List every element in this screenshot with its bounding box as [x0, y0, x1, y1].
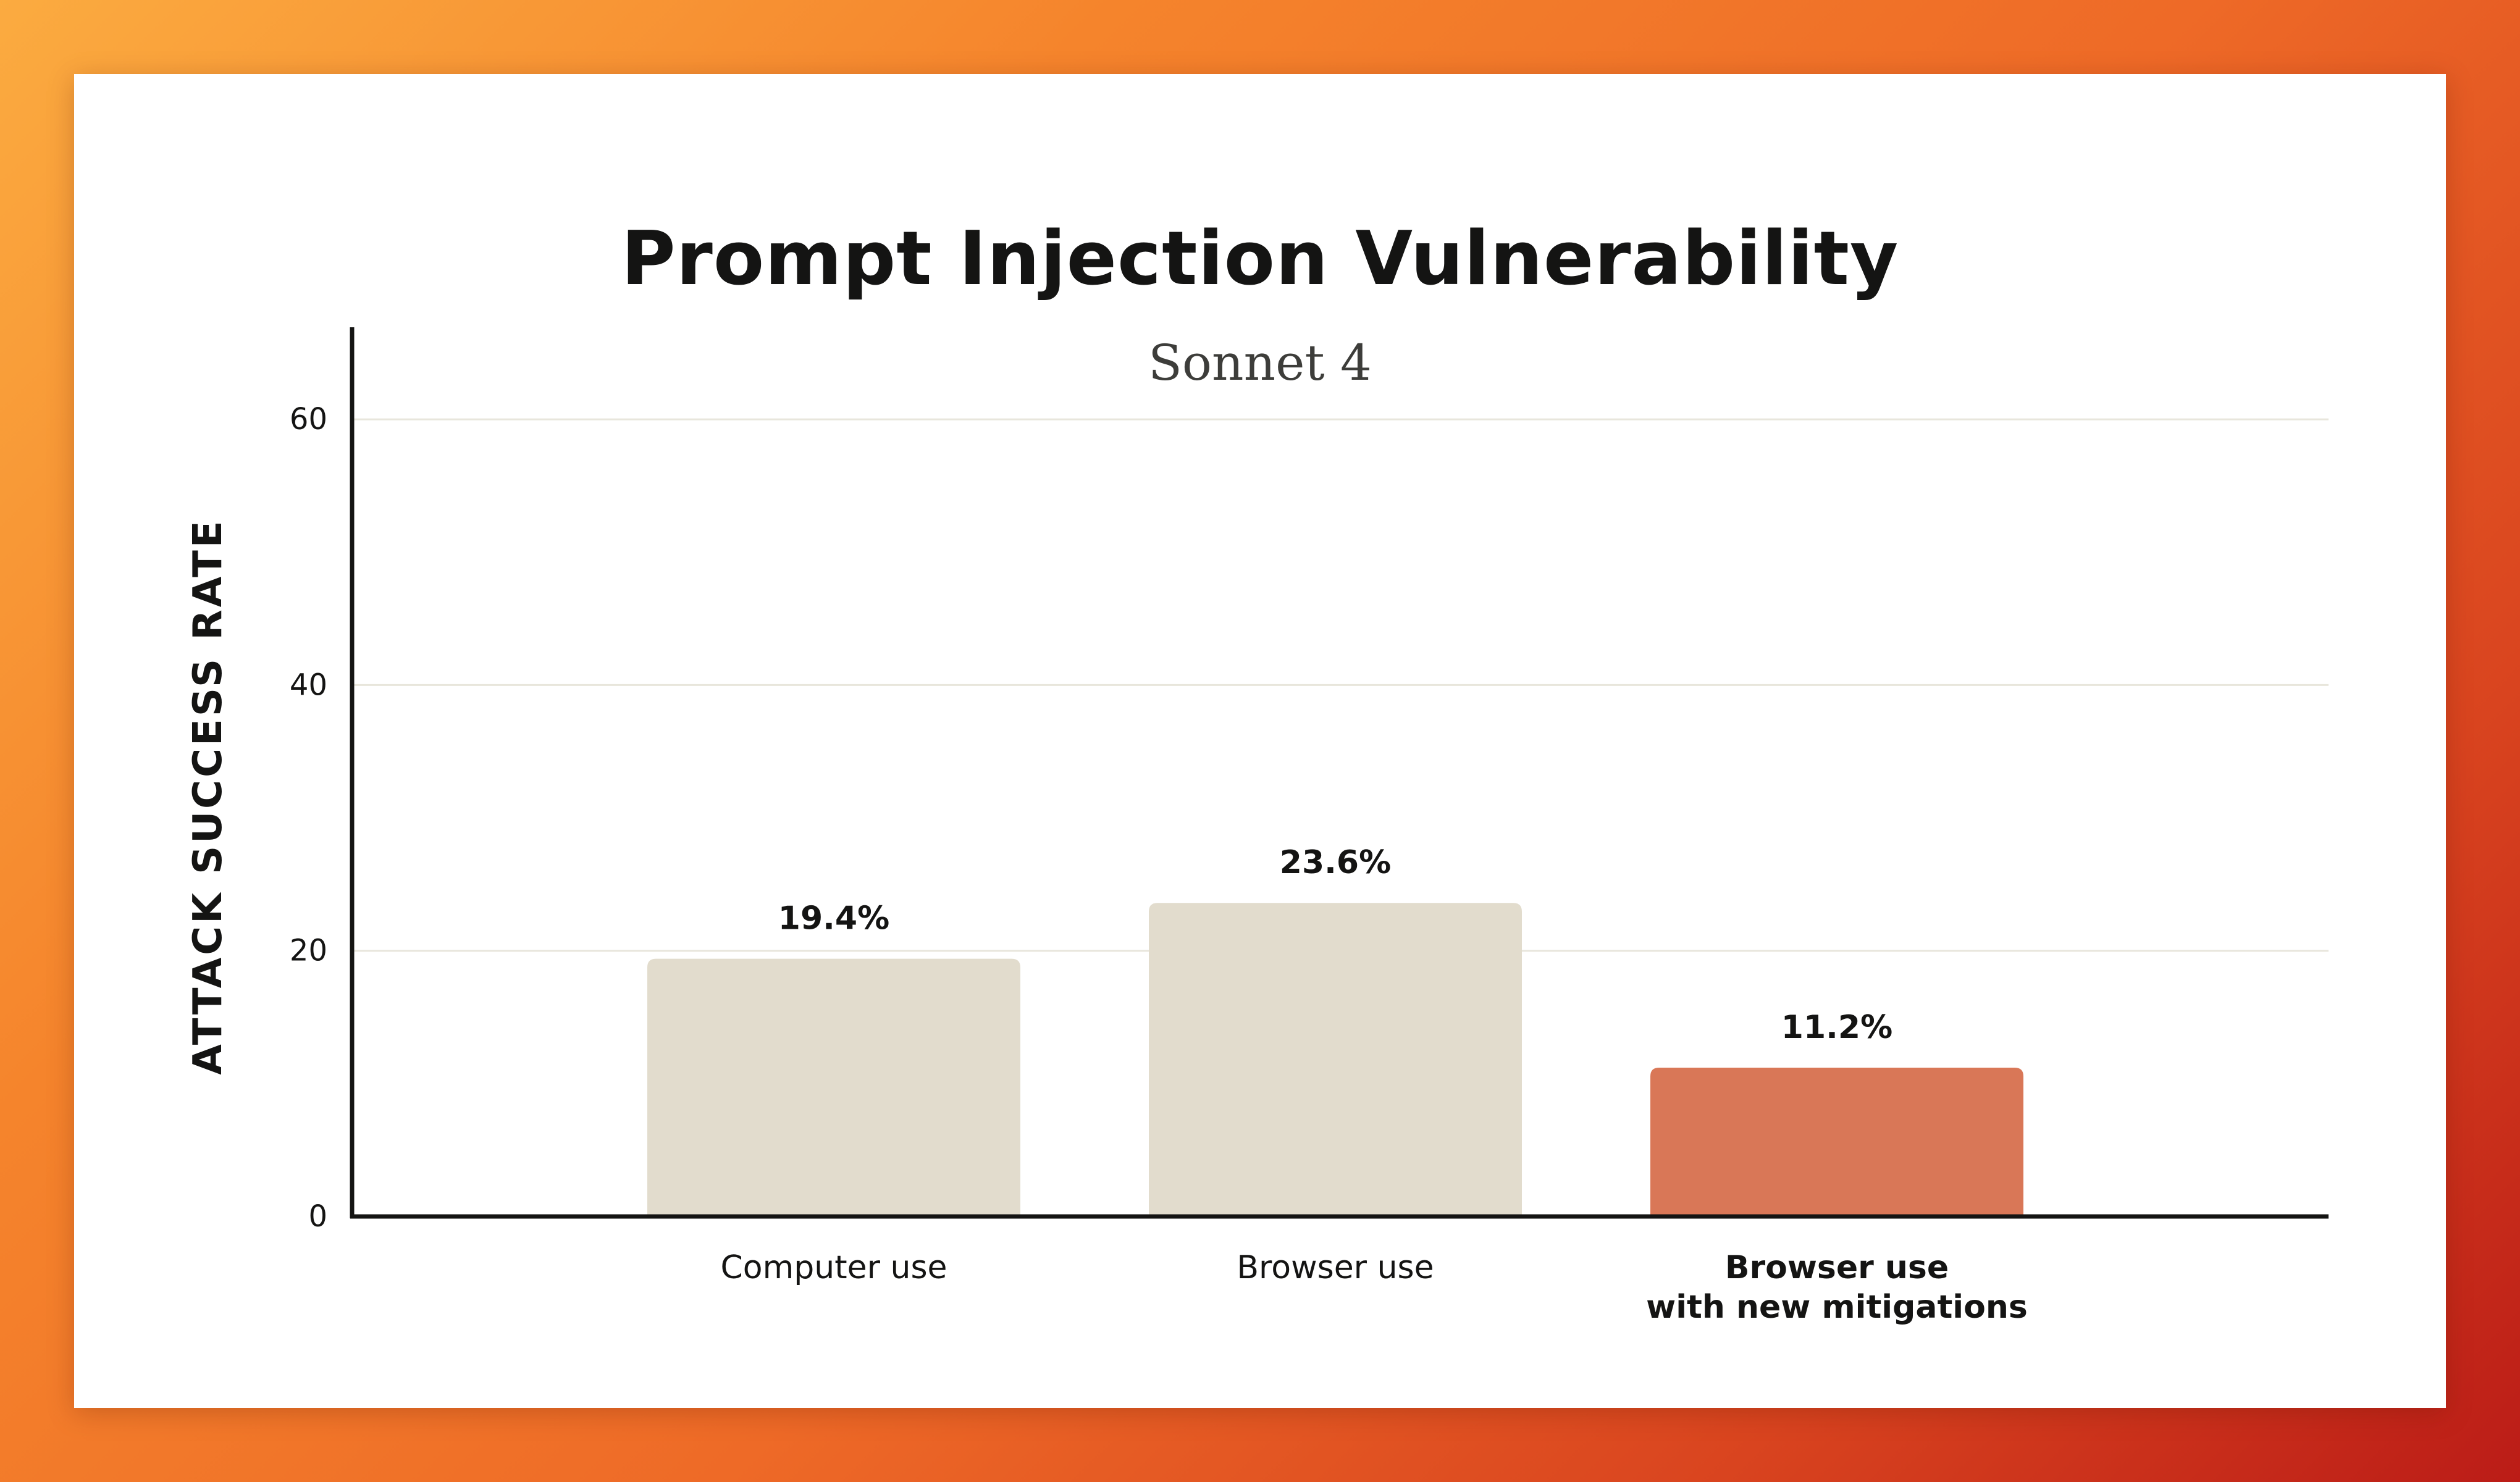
y-tick-label: 20 [290, 934, 327, 968]
y-tick-label: 0 [308, 1199, 327, 1234]
x-tick-label: Browser use [1237, 1249, 1434, 1286]
y-tick-label: 40 [290, 668, 327, 702]
bar [647, 958, 1020, 1216]
bar [1650, 1068, 2023, 1216]
bar [1149, 903, 1522, 1216]
x-tick-label: Computer use [720, 1249, 947, 1286]
chart-labels: 0 20 40 60 19.4% Computer use 23.6% Browser use… [185, 402, 2028, 1326]
chart-card: Prompt Injection Vulnerability Sonnet 4 … [74, 74, 2446, 1408]
chart-subtitle: Sonnet 4 [1148, 334, 1372, 391]
bars [647, 903, 2023, 1216]
chart-title: Prompt Injection Vulnerability [621, 216, 1899, 302]
x-tick-label: with new mitigations [1646, 1289, 2028, 1326]
data-label: 19.4% [778, 900, 889, 937]
bar-chart: 0 20 40 60 19.4% Computer use 23.6% Browser use… [185, 327, 2329, 1326]
data-label: 23.6% [1280, 844, 1391, 881]
y-axis-title: ATTACK SUCCESS RATE [185, 518, 231, 1074]
x-tick-label: Browser use [1725, 1249, 1949, 1286]
y-tick-label: 60 [290, 402, 327, 437]
axes [350, 327, 2329, 1219]
data-label: 11.2% [1781, 1009, 1892, 1046]
